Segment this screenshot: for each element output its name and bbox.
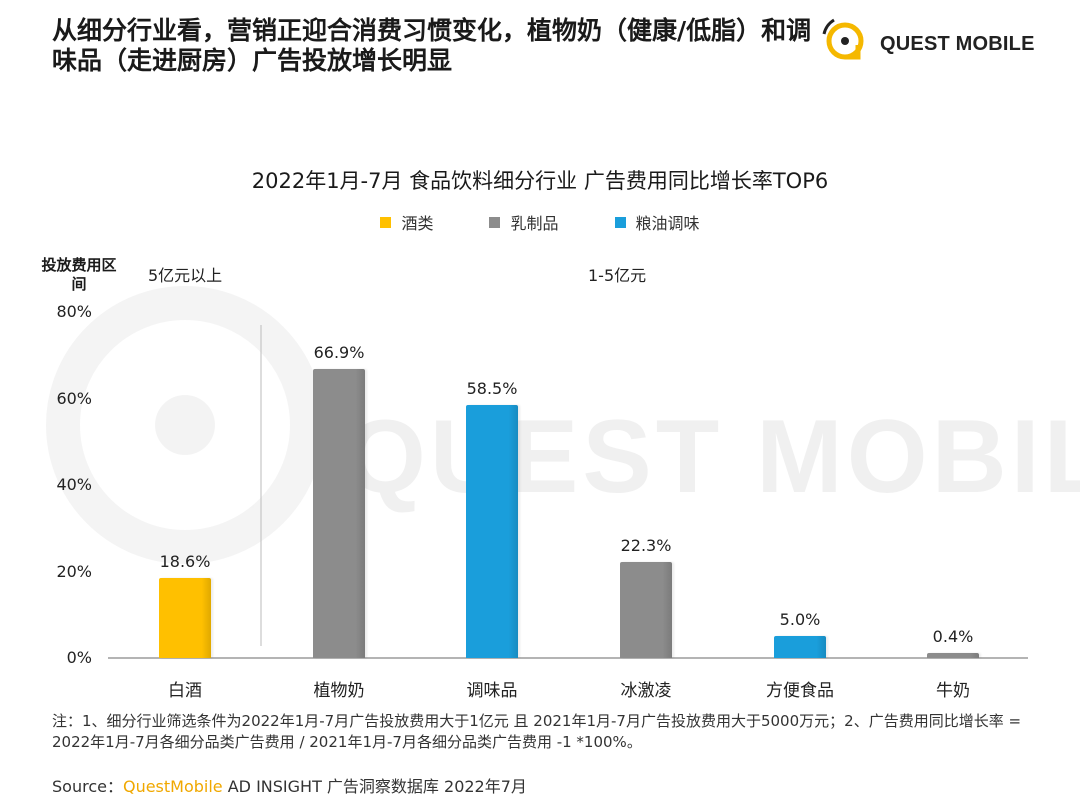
y-tick-label: 80% — [56, 302, 92, 321]
bar-value-label: 58.5% — [466, 378, 518, 398]
y-tick-label: 20% — [56, 561, 92, 581]
x-category-label: 冰激凌 — [620, 681, 672, 701]
bar-value-label: 66.9% — [313, 342, 365, 362]
legend-item-grain-oil: 粮油调味 — [614, 210, 700, 234]
x-category-label: 方便食品 — [766, 681, 834, 701]
bar-1 — [159, 577, 211, 658]
x-category-label: 调味品 — [466, 681, 518, 701]
x-category-label: 植物奶 — [313, 681, 365, 701]
legend-label: 酒类 — [401, 214, 434, 233]
questmobile-logo-icon — [822, 18, 864, 60]
page-headline: 从细分行业看，营销正迎合消费习惯变化，植物奶（健康/低脂）和调味品（走进厨房）广… — [52, 16, 812, 75]
source-prefix: Source： — [52, 777, 123, 796]
source-line: Source：QuestMobile AD INSIGHT 广告洞察数据库 20… — [52, 773, 527, 797]
logo-text: QUEST MOBILE — [880, 33, 1035, 55]
legend-swatch-dairy — [489, 216, 501, 228]
y-tick-label: 0% — [66, 648, 92, 667]
range-label-1-5b: 1-5亿元 — [588, 266, 647, 285]
legend-swatch-liquor — [380, 216, 392, 228]
legend-label: 粮油调味 — [635, 214, 700, 233]
source-brand: QuestMobile — [122, 777, 223, 796]
legend-item-dairy: 乳制品 — [489, 210, 559, 234]
bar-3 — [466, 404, 518, 658]
legend-label: 乳制品 — [510, 214, 559, 233]
bar-6 — [927, 653, 979, 658]
y-tick-label: 40% — [56, 475, 92, 494]
x-category-label: 牛奶 — [936, 681, 970, 701]
legend-item-liquor: 酒类 — [380, 210, 433, 234]
bar-5 — [774, 636, 826, 658]
questmobile-logo: QUEST MOBILE — [818, 14, 1038, 64]
x-category-label: 白酒 — [168, 681, 202, 701]
legend-swatch-grain-oil — [614, 216, 626, 228]
bar-value-label: 18.6% — [159, 551, 211, 571]
range-label-above-5b: 5亿元以上 — [148, 266, 223, 285]
y-tick-label: 60% — [56, 388, 92, 408]
source-rest: AD INSIGHT 广告洞察数据库 2022年7月 — [222, 777, 527, 796]
bar-value-label: 22.3% — [620, 535, 672, 555]
chart-legend: 酒类 乳制品 粮油调味 — [0, 210, 1080, 234]
bar-4 — [620, 561, 672, 658]
bar-2 — [313, 368, 365, 658]
footnote: 注：1、细分行业筛选条件为2022年1月-7月广告投放费用大于1亿元 且 202… — [52, 712, 1022, 751]
bar-value-label: 5.0% — [779, 610, 821, 630]
chart-title: 2022年1月-7月 食品饮料细分行业 广告费用同比增长率TOP6 — [251, 169, 829, 193]
bar-value-label: 0.4% — [932, 627, 974, 646]
range-header: 投放费用区间 — [41, 256, 117, 293]
